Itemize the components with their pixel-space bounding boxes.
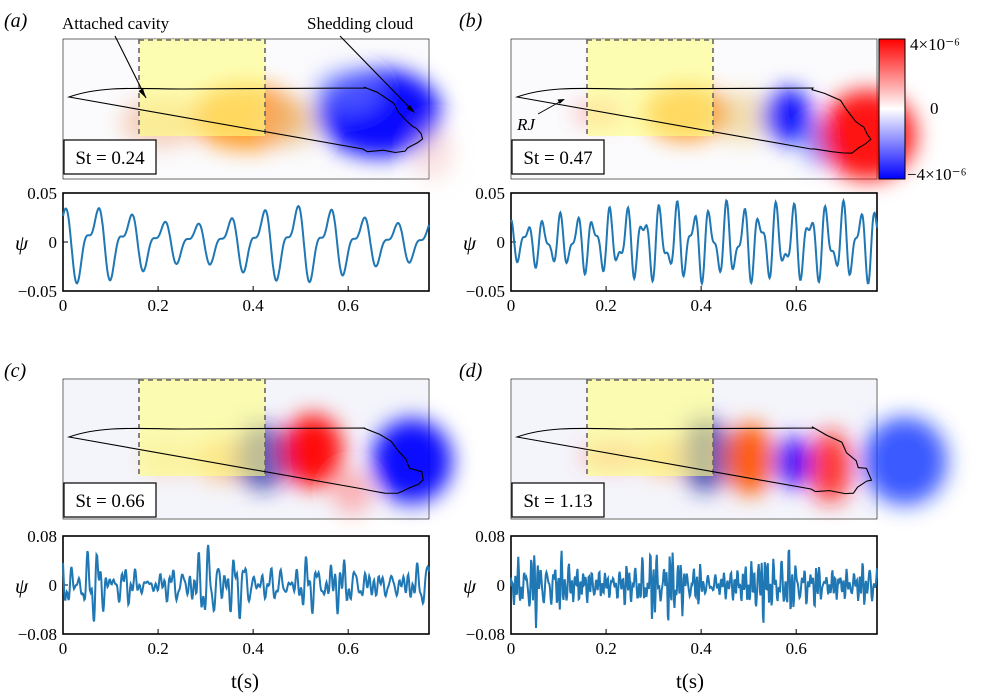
y-tick-label: 0 <box>49 576 58 595</box>
st-label-d: St = 1.13 <box>523 491 592 512</box>
x-tick-label: 0 <box>59 296 68 315</box>
psi-series-line <box>510 549 878 629</box>
x-tick-label: 0 <box>507 639 516 658</box>
mode-blob <box>776 436 810 488</box>
y-tick-label: −0.05 <box>18 282 57 301</box>
y-tick-label: 0.05 <box>27 184 57 203</box>
x-tick-label: 0.6 <box>338 296 359 315</box>
panel-label-d: (d) <box>459 360 483 382</box>
y-tick-label: 0 <box>49 233 58 252</box>
x-axis-label-left: t(s) <box>231 669 259 693</box>
y-tick-label: −0.08 <box>466 625 505 644</box>
y-tick-label: 0.05 <box>475 184 505 203</box>
x-axis-title-right: t(s) <box>676 669 704 693</box>
y-tick-label: −0.08 <box>18 625 57 644</box>
x-tick-label: 0.4 <box>691 639 713 658</box>
x-tick-label: 0.2 <box>595 639 616 658</box>
x-tick-label: 0.2 <box>147 296 168 315</box>
y-axis-title: ψ <box>15 574 29 598</box>
psi-series-line <box>510 197 878 287</box>
mode-blob <box>267 97 323 147</box>
x-tick-label: 0.6 <box>338 639 359 658</box>
annotation-attached-cavity: Attached cavity <box>62 14 170 99</box>
y-tick-label: −0.05 <box>466 282 505 301</box>
psi-series-line <box>62 544 430 622</box>
mode-blob <box>332 470 372 514</box>
st-box-c: St = 0.66 <box>63 482 157 518</box>
x-tick-label: 0 <box>507 296 516 315</box>
attached-cavity-label: Attached cavity <box>62 14 170 33</box>
colorbar-mid-label: 0 <box>930 99 939 118</box>
panel-label-c: (c) <box>4 360 27 382</box>
x-tick-label: 0.6 <box>786 296 807 315</box>
x-tick-label: 0.2 <box>147 639 168 658</box>
mode-blob <box>764 88 812 144</box>
colorbar: 4×10⁻⁶ 0 −4×10⁻⁶ <box>878 35 967 184</box>
st-label-c: St = 0.66 <box>75 491 144 512</box>
y-tick-label: 0.08 <box>475 527 505 546</box>
rj-label: RJ <box>516 115 536 134</box>
x-axis-label-right: t(s) <box>676 669 704 693</box>
annotation-shedding-cloud: Shedding cloud <box>307 14 415 113</box>
x-tick-label: 0.4 <box>243 639 265 658</box>
mode-blob <box>314 69 382 113</box>
mode-blob <box>372 419 452 503</box>
mode-blob <box>413 124 453 180</box>
plot-frame <box>62 192 430 292</box>
x-tick-label: 0.4 <box>243 296 265 315</box>
cavity-outline <box>66 86 424 154</box>
mode-blob <box>808 431 852 503</box>
highlight-region <box>587 39 713 136</box>
st-box-b: St = 0.47 <box>511 139 605 175</box>
y-axis-title: ψ <box>15 231 29 255</box>
x-axis-title-left: t(s) <box>231 669 259 693</box>
x-tick-label: 0 <box>59 639 68 658</box>
y-tick-label: 0 <box>497 233 506 252</box>
x-tick-label: 0.6 <box>786 639 807 658</box>
st-label-a: St = 0.24 <box>75 148 145 169</box>
y-tick-label: 0.08 <box>27 527 57 546</box>
mode-blob <box>726 423 774 495</box>
highlight-region <box>139 39 265 136</box>
mode-blob <box>863 417 947 505</box>
x-tick-label: 0.2 <box>595 296 616 315</box>
x-tick-label: 0.4 <box>691 296 713 315</box>
highlight-region <box>587 379 713 476</box>
mode-blob <box>283 414 343 488</box>
mode-blob <box>713 91 773 143</box>
annotation-rj: RJ <box>516 99 565 134</box>
highlight-region <box>139 379 265 476</box>
y-axis-title: ψ <box>463 231 477 255</box>
colorbar-min-label: −4×10⁻⁶ <box>907 165 967 184</box>
st-label-b: St = 0.47 <box>523 148 592 169</box>
psi-series-line <box>62 204 430 285</box>
colorbar-max-label: 4×10⁻⁶ <box>910 35 960 54</box>
cavity-outline <box>66 427 424 494</box>
cavity-outline <box>514 87 872 154</box>
panel-label-b: (b) <box>459 10 483 32</box>
panel-label-a: (a) <box>4 10 28 32</box>
st-box-d: St = 1.13 <box>511 482 605 518</box>
cavity-outline <box>514 426 873 495</box>
colorbar-gradient <box>878 38 906 180</box>
shedding-cloud-label: Shedding cloud <box>307 14 414 33</box>
st-box-a: St = 0.24 <box>63 139 157 175</box>
y-axis-title: ψ <box>463 574 477 598</box>
y-tick-label: 0 <box>497 576 506 595</box>
